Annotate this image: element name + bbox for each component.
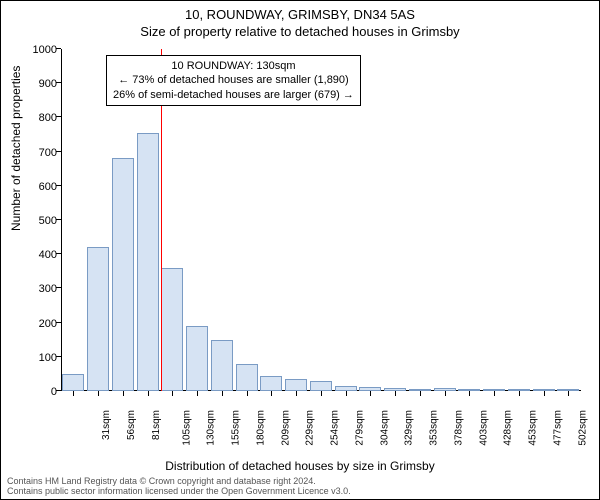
y-tick-label: 500 (21, 215, 57, 227)
histogram-bar (137, 133, 159, 391)
x-tick-label: 56sqm (126, 410, 137, 440)
x-tick-label: 453sqm (528, 410, 539, 446)
x-tick-label: 428sqm (503, 410, 514, 446)
x-tick-label: 329sqm (404, 410, 415, 446)
footer-line2: Contains public sector information licen… (7, 487, 351, 497)
annotation-line: ← 73% of detached houses are smaller (1,… (113, 73, 354, 87)
histogram-bar (310, 381, 332, 391)
annotation-line: 10 ROUNDWAY: 130sqm (113, 59, 354, 73)
y-tick-label: 700 (21, 147, 57, 159)
chart-subtitle: Size of property relative to detached ho… (1, 24, 599, 39)
histogram-bar (285, 379, 307, 391)
chart-title-address: 10, ROUNDWAY, GRIMSBY, DN34 5AS (1, 7, 599, 22)
annotation-line: 26% of semi-detached houses are larger (… (113, 88, 354, 102)
x-tick-label: 477sqm (553, 410, 564, 446)
y-tick-label: 900 (21, 78, 57, 90)
x-tick-label: 378sqm (453, 410, 464, 446)
histogram-bar (186, 326, 208, 391)
x-tick-label: 180sqm (255, 410, 266, 446)
x-tick-label: 229sqm (305, 410, 316, 446)
y-tick-label: 600 (21, 181, 57, 193)
x-tick-label: 403sqm (478, 410, 489, 446)
histogram-bar (236, 364, 258, 391)
x-tick-label: 81sqm (151, 410, 162, 440)
x-tick-label: 353sqm (429, 410, 440, 446)
chart-container: 10, ROUNDWAY, GRIMSBY, DN34 5AS Size of … (0, 0, 600, 500)
x-tick-label: 105sqm (181, 410, 192, 446)
histogram-bar (211, 340, 233, 391)
x-tick-label: 279sqm (354, 410, 365, 446)
y-tick-label: 200 (21, 318, 57, 330)
footer-attribution: Contains HM Land Registry data © Crown c… (7, 477, 351, 497)
histogram-bar (161, 268, 183, 391)
y-tick-label: 800 (21, 112, 57, 124)
histogram-bar (260, 376, 282, 391)
histogram-bar (112, 158, 134, 391)
histogram-bar (87, 247, 109, 391)
x-tick-label: 254sqm (330, 410, 341, 446)
x-tick-label: 502sqm (577, 410, 588, 446)
x-axis-label: Distribution of detached houses by size … (1, 459, 599, 473)
x-tick-label: 304sqm (379, 410, 390, 446)
annotation-box: 10 ROUNDWAY: 130sqm← 73% of detached hou… (106, 55, 361, 106)
y-tick-label: 1000 (21, 44, 57, 56)
y-tick-label: 300 (21, 283, 57, 295)
y-tick-label: 400 (21, 249, 57, 261)
y-tick-label: 0 (21, 386, 57, 398)
x-tick-label: 31sqm (101, 410, 112, 440)
y-tick-label: 100 (21, 352, 57, 364)
plot-area: 0100200300400500600700800900100031sqm56s… (61, 49, 581, 421)
histogram-bar (62, 374, 84, 391)
x-tick-label: 130sqm (206, 410, 217, 446)
x-tick-label: 209sqm (280, 410, 291, 446)
x-tick-label: 155sqm (231, 410, 242, 446)
